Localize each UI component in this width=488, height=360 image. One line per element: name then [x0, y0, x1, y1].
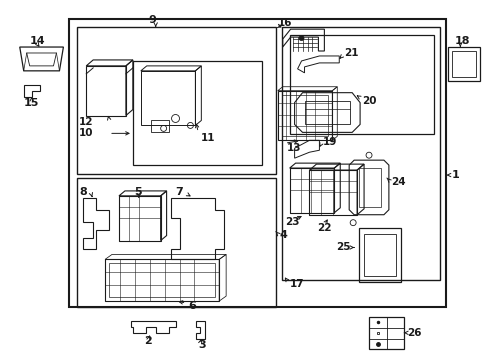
Bar — [86, 66, 126, 116]
Text: 6: 6 — [188, 301, 196, 311]
Text: 19: 19 — [322, 137, 336, 147]
Text: 4: 4 — [279, 230, 287, 239]
Text: 10: 10 — [79, 129, 94, 138]
Bar — [281, 95, 327, 136]
Text: 9: 9 — [148, 15, 156, 25]
Bar — [281, 27, 440, 280]
Bar — [309, 170, 356, 215]
Text: 7: 7 — [175, 187, 183, 197]
Text: 23: 23 — [284, 217, 299, 227]
Bar — [109, 264, 215, 297]
Circle shape — [299, 36, 304, 41]
Bar — [364, 234, 395, 276]
Bar — [289, 168, 334, 213]
Text: 18: 18 — [453, 36, 469, 46]
Bar — [368, 317, 403, 349]
Bar — [141, 71, 195, 125]
Text: 14: 14 — [30, 36, 45, 46]
Bar — [289, 35, 433, 134]
Bar — [77, 178, 275, 307]
Text: 5: 5 — [134, 187, 141, 197]
Bar — [77, 27, 275, 174]
Bar — [277, 91, 332, 140]
Text: 3: 3 — [198, 340, 205, 350]
Text: 25: 25 — [336, 243, 350, 252]
Text: 1: 1 — [450, 170, 458, 180]
Text: 17: 17 — [289, 279, 304, 289]
Bar — [150, 121, 168, 132]
Text: 15: 15 — [24, 98, 39, 108]
Text: 11: 11 — [200, 133, 214, 143]
Bar — [69, 19, 446, 307]
Text: 16: 16 — [277, 18, 292, 28]
Text: 21: 21 — [344, 48, 358, 58]
Text: 13: 13 — [286, 143, 301, 153]
Bar — [105, 260, 219, 301]
Text: 26: 26 — [406, 328, 420, 338]
Bar — [358, 228, 400, 282]
Text: 24: 24 — [390, 177, 405, 187]
Text: 22: 22 — [317, 222, 331, 233]
Text: 20: 20 — [361, 96, 376, 105]
Text: 12: 12 — [79, 117, 94, 127]
Bar — [133, 61, 262, 165]
Text: 2: 2 — [143, 336, 151, 346]
Bar — [119, 196, 161, 240]
Text: 8: 8 — [79, 187, 87, 197]
